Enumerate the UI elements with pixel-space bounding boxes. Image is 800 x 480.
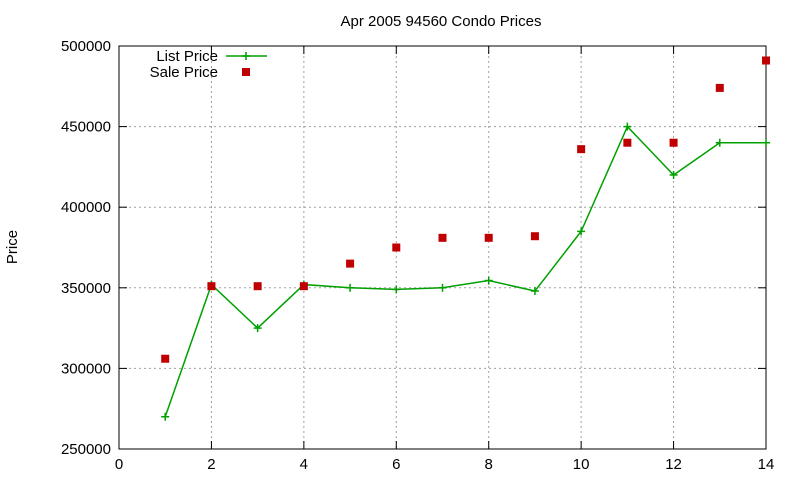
list-price-point: [715, 138, 724, 147]
legend-square-marker: [242, 68, 250, 76]
axis-ticks: 0 2 4 6 8 10 12 14 250000 300000 350000 400000 45000…: [61, 38, 774, 473]
list-price-point: [623, 122, 632, 131]
series-layer: [161, 56, 770, 421]
sale-price-point: [669, 138, 678, 147]
y-tick-label: 450000: [61, 119, 111, 136]
sale-price-point: [299, 282, 308, 291]
x-tick-label: 6: [392, 456, 400, 473]
list-price-point: [762, 138, 770, 147]
list-price-point: [253, 324, 262, 333]
x-tick-label: 8: [485, 456, 493, 473]
sale-price-point: [715, 83, 724, 92]
legend-plus-marker: [242, 52, 250, 60]
y-tick-label: 300000: [61, 360, 111, 377]
list-price-point: [577, 227, 586, 236]
sale-price-point: [530, 232, 539, 241]
legend-label: List Price: [156, 48, 218, 65]
sale-price-point: [161, 354, 170, 363]
list-price-point: [161, 412, 170, 421]
x-tick-label: 12: [665, 456, 682, 473]
grid: [119, 46, 766, 449]
list-price-point: [346, 283, 355, 292]
sale-price-point: [346, 259, 355, 268]
y-axis-label: Price: [4, 230, 21, 264]
sale-price-point: [762, 56, 770, 65]
x-tick-label: 10: [573, 456, 590, 473]
series-sale-price: [161, 56, 770, 363]
list-price-point: [669, 170, 678, 179]
series-list-price: [161, 122, 770, 421]
legend-label: Sale Price: [150, 64, 218, 81]
list-price-point: [530, 287, 539, 296]
sale-price-point: [484, 233, 493, 242]
y-tick-label: 500000: [61, 38, 111, 55]
chart-title: Apr 2005 94560 Condo Prices: [341, 13, 542, 30]
list-price-point: [392, 285, 401, 294]
sale-price-point: [253, 282, 262, 291]
x-tick-label: 2: [207, 456, 215, 473]
sale-price-point: [207, 282, 216, 291]
sale-price-point: [577, 145, 586, 154]
y-tick-label: 350000: [61, 280, 111, 297]
list-price-line: [164, 125, 766, 418]
list-price-point: [438, 283, 447, 292]
x-tick-label: 4: [300, 456, 308, 473]
sale-price-point: [438, 233, 447, 242]
list-price-point: [484, 276, 493, 285]
y-tick-label: 400000: [61, 199, 111, 216]
sale-price-point: [623, 138, 632, 147]
plot-frame: [118, 45, 767, 450]
sale-price-point: [392, 243, 401, 252]
y-tick-label: 250000: [61, 441, 111, 458]
x-tick-label: 0: [115, 456, 123, 473]
x-tick-label: 14: [758, 456, 775, 473]
